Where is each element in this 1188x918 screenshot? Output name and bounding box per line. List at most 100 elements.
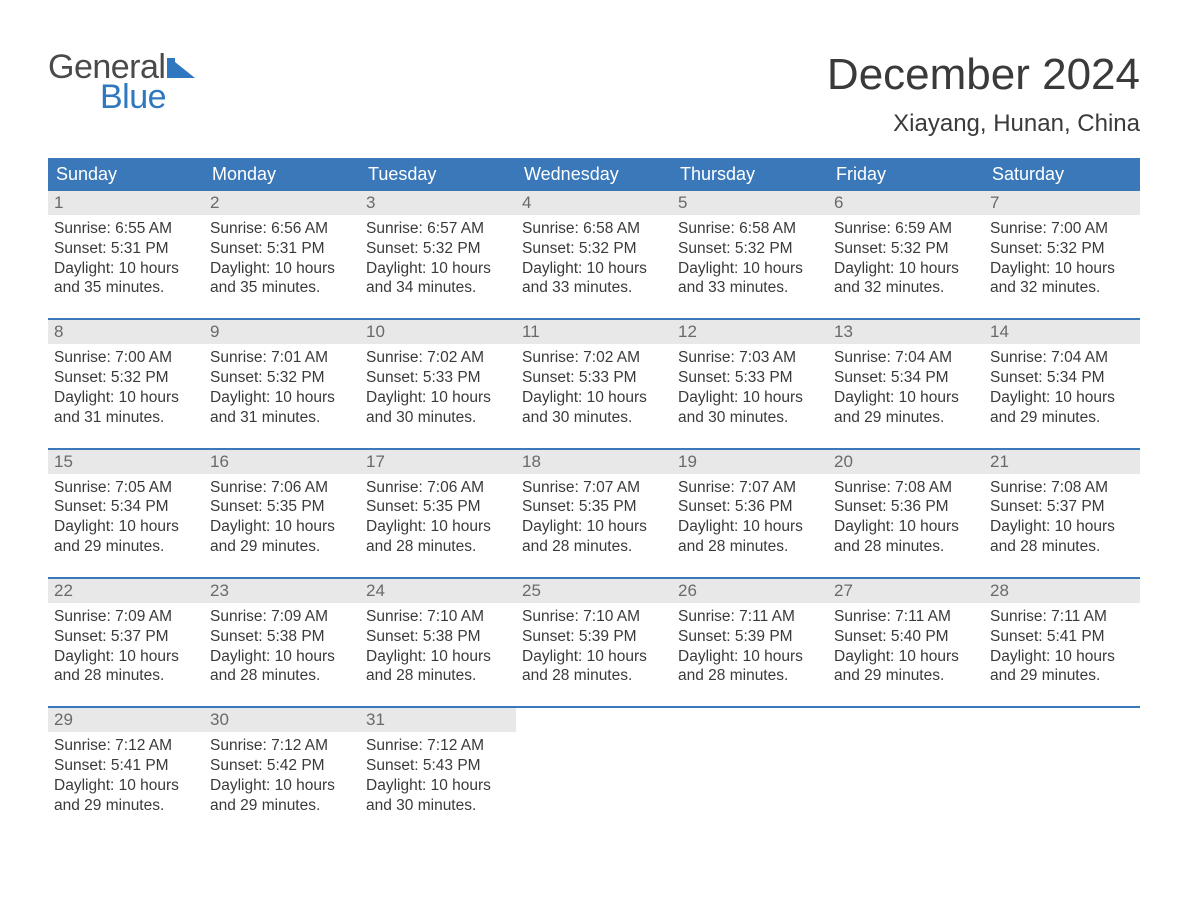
day-number: 26 [672,579,828,603]
day-number: 29 [48,708,204,732]
daylight-line: Daylight: 10 hours and 28 minutes. [678,517,822,557]
daylight-line: Daylight: 10 hours and 29 minutes. [834,388,978,428]
calendar-cell: 18Sunrise: 7:07 AMSunset: 5:35 PMDayligh… [516,449,672,578]
day-number: 12 [672,320,828,344]
day-details: Sunrise: 7:12 AMSunset: 5:42 PMDaylight:… [204,732,360,815]
daylight-line: Daylight: 10 hours and 28 minutes. [366,517,510,557]
daylight-line: Daylight: 10 hours and 29 minutes. [990,388,1134,428]
day-details: Sunrise: 7:12 AMSunset: 5:43 PMDaylight:… [360,732,516,815]
daylight-line: Daylight: 10 hours and 28 minutes. [990,517,1134,557]
calendar-cell: 23 Sunrise: 7:09 AMSunset: 5:38 PMDayligh… [204,578,360,707]
day-details: Sunrise: 7:06 AMSunset: 5:35 PMDaylight:… [204,474,360,557]
header-row: General Blue December 2024 Xiayang, Huna… [48,50,1140,138]
daylight-line: Daylight: 10 hours and 31 minutes. [210,388,354,428]
sunrise-line: Sunrise: 7:05 AM [54,478,198,498]
daylight-line: Daylight: 10 hours and 32 minutes. [834,259,978,299]
sunrise-line: Sunrise: 7:04 AM [990,348,1134,368]
day-number: 28 [984,579,1140,603]
day-details: Sunrise: 7:09 AMSunset: 5:37 PMDaylight:… [48,603,204,686]
sunrise-line: Sunrise: 6:58 AM [522,219,666,239]
day-details: Sunrise: 7:11 AMSunset: 5:39 PMDaylight:… [672,603,828,686]
day-number: 21 [984,450,1140,474]
sunrise-line: Sunrise: 7:08 AM [990,478,1134,498]
day-number-empty [516,708,672,732]
calendar-cell [984,707,1140,835]
sunrise-line: Sunrise: 7:12 AM [54,736,198,756]
daylight-line: Daylight: 10 hours and 31 minutes. [54,388,198,428]
sunrise-line: Sunrise: 7:09 AM [54,607,198,627]
day-number: 7 [984,191,1140,215]
day-number: 6 [828,191,984,215]
calendar-cell: 14Sunrise: 7:04 AMSunset: 5:34 PMDayligh… [984,319,1140,448]
sunset-line: Sunset: 5:39 PM [678,627,822,647]
calendar-cell: 19Sunrise: 7:07 AMSunset: 5:36 PMDayligh… [672,449,828,578]
col-thursday: Thursday [672,158,828,191]
sunset-line: Sunset: 5:34 PM [990,368,1134,388]
day-details: Sunrise: 7:06 AMSunset: 5:35 PMDaylight:… [360,474,516,557]
day-details: Sunrise: 6:56 AMSunset: 5:31 PMDaylight:… [204,215,360,298]
day-number: 18 [516,450,672,474]
sunrise-line: Sunrise: 7:00 AM [990,219,1134,239]
col-tuesday: Tuesday [360,158,516,191]
day-details: Sunrise: 7:10 AMSunset: 5:38 PMDaylight:… [360,603,516,686]
day-details: Sunrise: 7:11 AMSunset: 5:41 PMDaylight:… [984,603,1140,686]
day-details: Sunrise: 6:59 AMSunset: 5:32 PMDaylight:… [828,215,984,298]
sunrise-line: Sunrise: 7:10 AM [366,607,510,627]
day-details: Sunrise: 7:00 AMSunset: 5:32 PMDaylight:… [48,344,204,427]
day-number: 17 [360,450,516,474]
col-saturday: Saturday [984,158,1140,191]
sunset-line: Sunset: 5:31 PM [54,239,198,259]
sunrise-line: Sunrise: 7:12 AM [366,736,510,756]
sunrise-line: Sunrise: 7:09 AM [210,607,354,627]
day-number: 30 [204,708,360,732]
sunset-line: Sunset: 5:38 PM [210,627,354,647]
daylight-line: Daylight: 10 hours and 29 minutes. [210,776,354,816]
sunrise-line: Sunrise: 7:11 AM [990,607,1134,627]
calendar-cell [672,707,828,835]
calendar-row: 29Sunrise: 7:12 AMSunset: 5:41 PMDayligh… [48,707,1140,835]
daylight-line: Daylight: 10 hours and 28 minutes. [834,517,978,557]
daylight-line: Daylight: 10 hours and 30 minutes. [522,388,666,428]
day-number-empty [672,708,828,732]
calendar-cell: 17Sunrise: 7:06 AMSunset: 5:35 PMDayligh… [360,449,516,578]
sunset-line: Sunset: 5:32 PM [210,368,354,388]
calendar-cell: 1Sunrise: 6:55 AMSunset: 5:31 PMDaylight… [48,191,204,319]
day-details: Sunrise: 7:08 AMSunset: 5:36 PMDaylight:… [828,474,984,557]
day-details: Sunrise: 7:03 AMSunset: 5:33 PMDaylight:… [672,344,828,427]
calendar-cell: 13Sunrise: 7:04 AMSunset: 5:34 PMDayligh… [828,319,984,448]
day-number: 20 [828,450,984,474]
brand-logo: General Blue [48,50,199,114]
day-details: Sunrise: 6:55 AMSunset: 5:31 PMDaylight:… [48,215,204,298]
daylight-line: Daylight: 10 hours and 30 minutes. [678,388,822,428]
daylight-line: Daylight: 10 hours and 28 minutes. [210,647,354,687]
sunset-line: Sunset: 5:32 PM [522,239,666,259]
col-friday: Friday [828,158,984,191]
calendar-cell: 27Sunrise: 7:11 AMSunset: 5:40 PMDayligh… [828,578,984,707]
day-details: Sunrise: 7:12 AMSunset: 5:41 PMDaylight:… [48,732,204,815]
day-details: Sunrise: 7:07 AMSunset: 5:36 PMDaylight:… [672,474,828,557]
page-heading: December 2024 Xiayang, Hunan, China [827,50,1140,138]
calendar-cell: 28Sunrise: 7:11 AMSunset: 5:41 PMDayligh… [984,578,1140,707]
daylight-line: Daylight: 10 hours and 28 minutes. [54,647,198,687]
calendar-cell: 3Sunrise: 6:57 AMSunset: 5:32 PMDaylight… [360,191,516,319]
sunrise-line: Sunrise: 6:57 AM [366,219,510,239]
month-title: December 2024 [827,50,1140,100]
day-number: 11 [516,320,672,344]
day-number: 27 [828,579,984,603]
calendar-table: Sunday Monday Tuesday Wednesday Thursday… [48,158,1140,836]
calendar-cell: 4Sunrise: 6:58 AMSunset: 5:32 PMDaylight… [516,191,672,319]
day-details: Sunrise: 6:58 AMSunset: 5:32 PMDaylight:… [672,215,828,298]
day-number: 16 [204,450,360,474]
calendar-cell: 16Sunrise: 7:06 AMSunset: 5:35 PMDayligh… [204,449,360,578]
sunrise-line: Sunrise: 7:02 AM [366,348,510,368]
daylight-line: Daylight: 10 hours and 28 minutes. [366,647,510,687]
sunrise-line: Sunrise: 7:12 AM [210,736,354,756]
calendar-row: 1Sunrise: 6:55 AMSunset: 5:31 PMDaylight… [48,191,1140,319]
daylight-line: Daylight: 10 hours and 30 minutes. [366,388,510,428]
day-details: Sunrise: 7:07 AMSunset: 5:35 PMDaylight:… [516,474,672,557]
day-details: Sunrise: 6:57 AMSunset: 5:32 PMDaylight:… [360,215,516,298]
location-subtitle: Xiayang, Hunan, China [827,110,1140,138]
calendar-cell [828,707,984,835]
day-number: 23 [204,579,360,603]
day-details: Sunrise: 7:00 AMSunset: 5:32 PMDaylight:… [984,215,1140,298]
